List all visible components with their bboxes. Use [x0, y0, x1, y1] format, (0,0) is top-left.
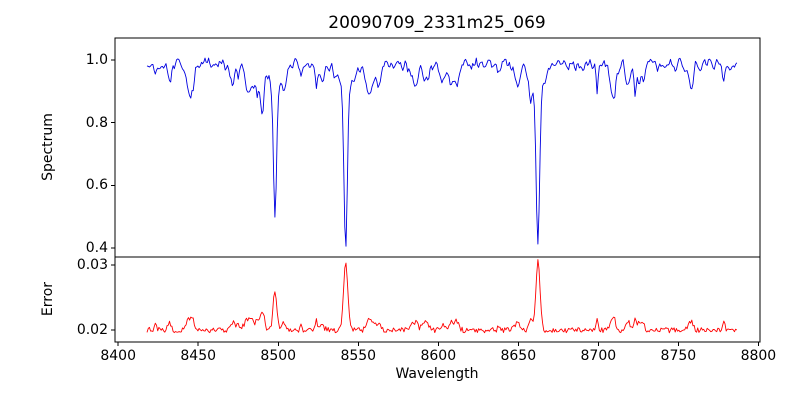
x-tick-label: 8400 — [100, 348, 137, 364]
x-axis-label: Wavelength — [395, 366, 479, 382]
spectrum-tick-label: 0.6 — [85, 177, 108, 194]
spectrum-tick-label: 1.0 — [85, 51, 108, 68]
x-tick-label: 8650 — [500, 348, 537, 364]
error-panel-frame — [114, 256, 761, 343]
spectrum-tick-label: 0.8 — [85, 114, 108, 131]
error-tick-label: 0.03 — [76, 256, 108, 273]
error-tick-label: 0.02 — [76, 322, 108, 339]
x-tick-label: 8700 — [580, 348, 617, 364]
spectrum-panel-frame — [114, 37, 761, 258]
spectrum-tick-label: 0.4 — [85, 239, 108, 256]
x-tick-label: 8750 — [660, 348, 697, 364]
x-tick-label: 8800 — [740, 348, 777, 364]
x-tick-label: 8500 — [260, 348, 297, 364]
chart-title: 20090709_2331m25_069 — [328, 13, 546, 33]
x-tick-label: 8450 — [180, 348, 217, 364]
error-line — [146, 259, 738, 334]
x-tick-label: 8600 — [420, 348, 457, 364]
x-tick-label: 8550 — [340, 348, 377, 364]
spectrum-line — [146, 57, 738, 247]
